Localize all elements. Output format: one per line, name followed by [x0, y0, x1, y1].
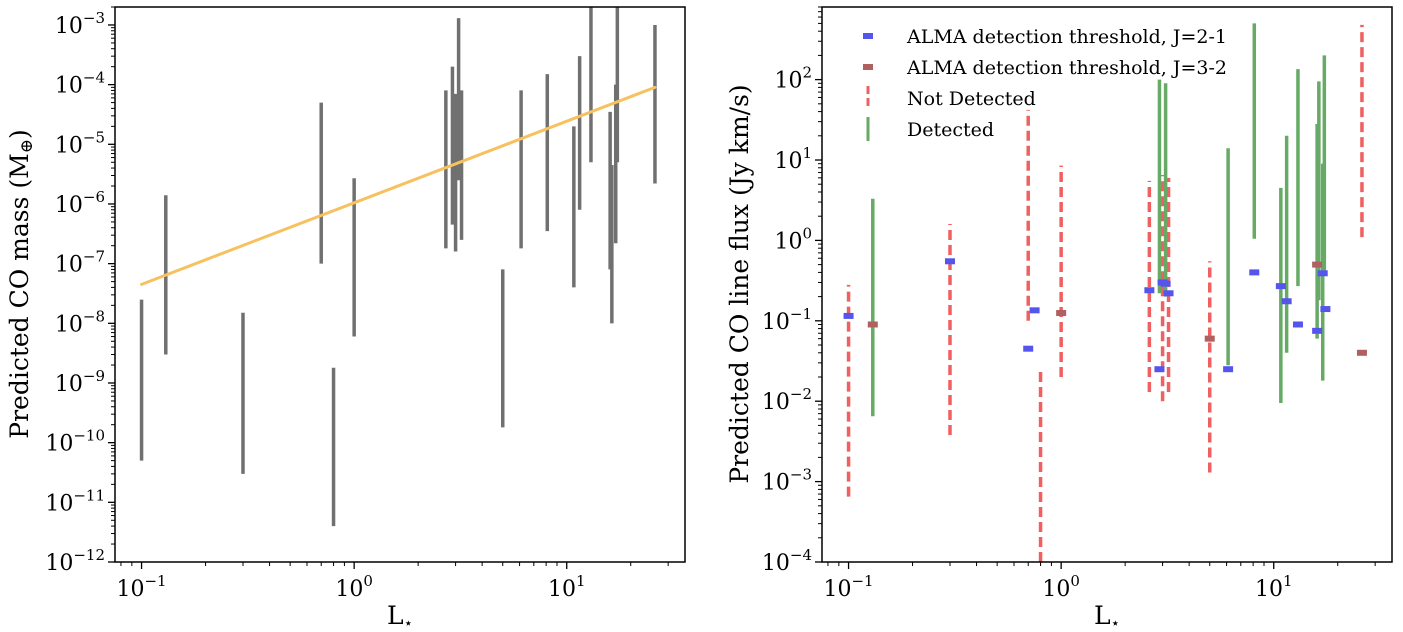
y-tick-label: 10−2 [762, 385, 812, 415]
threshold-j21-marker [1144, 287, 1155, 294]
left-y-axis-label: Predicted CO mass (M⊕) [5, 129, 37, 439]
legend-item-green: Detected [866, 117, 994, 141]
right-axis-ticks: 10−1 100 101 10−4 10−3 10−2 10−1 100 101 102 [762, 6, 1376, 602]
co-line-flux-panel: 10−1 100 101 10−4 10−3 10−2 10−1 100 101 102 L⋆ P… [725, 6, 1393, 632]
left-plot-frame [114, 6, 686, 563]
threshold-j21-marker [1029, 307, 1040, 314]
y-tick-label: 10−6 [55, 188, 105, 218]
y-tick-label: 10−7 [55, 248, 105, 278]
threshold-j32-marker [1204, 335, 1215, 342]
legend-label: ALMA detection threshold, J=2-1 [906, 26, 1227, 48]
y-tick-label: 102 [774, 64, 812, 94]
threshold-j21-marker [944, 258, 955, 265]
legend-label: Not Detected [907, 88, 1036, 110]
co-line-flux-marks [843, 23, 1367, 562]
y-tick-label: 10−10 [45, 427, 105, 457]
threshold-j21-marker [1312, 327, 1323, 334]
y-tick-label: 10−4 [762, 546, 812, 576]
threshold-j21-marker [1223, 366, 1234, 373]
right-y-axis-label: Predicted CO line flux (Jy km/s) [725, 84, 754, 483]
threshold-j21-marker [1163, 290, 1174, 297]
y-tick-label: 101 [774, 144, 812, 174]
legend-item-red: Not Detected [866, 86, 1036, 110]
threshold-j21-marker [843, 312, 854, 319]
y-tick-label: 10−8 [55, 307, 105, 337]
right-x-axis-label: L⋆ [1094, 601, 1120, 632]
legend-marker [863, 64, 873, 70]
y-tick-label: 10−1 [762, 305, 812, 335]
x-tick-label: 101 [1255, 572, 1293, 602]
legend-label: Detected [907, 119, 994, 141]
legend-item-brown: ALMA detection threshold, J=3-2 [863, 57, 1227, 79]
x-tick-label: 10−1 [823, 572, 873, 602]
threshold-j21-marker [1249, 269, 1260, 276]
legend-label: ALMA detection threshold, J=3-2 [906, 57, 1227, 79]
x-tick-label: 101 [548, 572, 586, 602]
y-tick-label: 10−9 [55, 367, 105, 397]
y-tick-label: 10−11 [45, 486, 105, 516]
y-tick-label: 100 [774, 224, 812, 254]
left-axis-ticks: 10−1 100 101 10−12 10−11 10−10 10−9 10−8 10−7 10−… [45, 6, 669, 602]
co-mass-ranges [139, 7, 657, 527]
threshold-j21-marker [1023, 345, 1034, 352]
threshold-j21-marker [1281, 298, 1292, 305]
y-tick-label: 10−3 [762, 466, 812, 496]
legend-item-blue: ALMA detection threshold, J=2-1 [863, 26, 1227, 48]
x-tick-label: 100 [335, 572, 373, 602]
threshold-j32-marker [1356, 349, 1367, 356]
fit-line [140, 85, 657, 286]
x-tick-label: 10−1 [116, 572, 166, 602]
threshold-j21-marker [1275, 283, 1286, 290]
threshold-j32-marker [867, 321, 878, 328]
threshold-j21-marker [1154, 366, 1165, 373]
threshold-j21-marker [1160, 280, 1171, 287]
y-tick-label: 10−12 [45, 546, 105, 576]
left-x-axis-label: L⋆ [387, 601, 413, 632]
legend-marker [863, 33, 873, 39]
threshold-j21-marker [1320, 306, 1331, 313]
x-tick-label: 100 [1042, 572, 1080, 602]
co-mass-panel: 10−1 100 101 10−12 10−11 10−10 10−9 10−8 10−7 10−… [5, 6, 686, 632]
threshold-j21-marker [1292, 321, 1303, 328]
legend: ALMA detection threshold, J=2-1 ALMA dete… [863, 26, 1227, 141]
right-plot-frame [821, 6, 1393, 563]
y-tick-label: 10−4 [55, 69, 105, 99]
y-tick-label: 10−3 [55, 9, 105, 39]
y-tick-label: 10−5 [55, 128, 105, 158]
threshold-j21-marker [1317, 270, 1328, 277]
threshold-j32-marker [1056, 310, 1067, 317]
threshold-j32-marker [1312, 261, 1323, 268]
